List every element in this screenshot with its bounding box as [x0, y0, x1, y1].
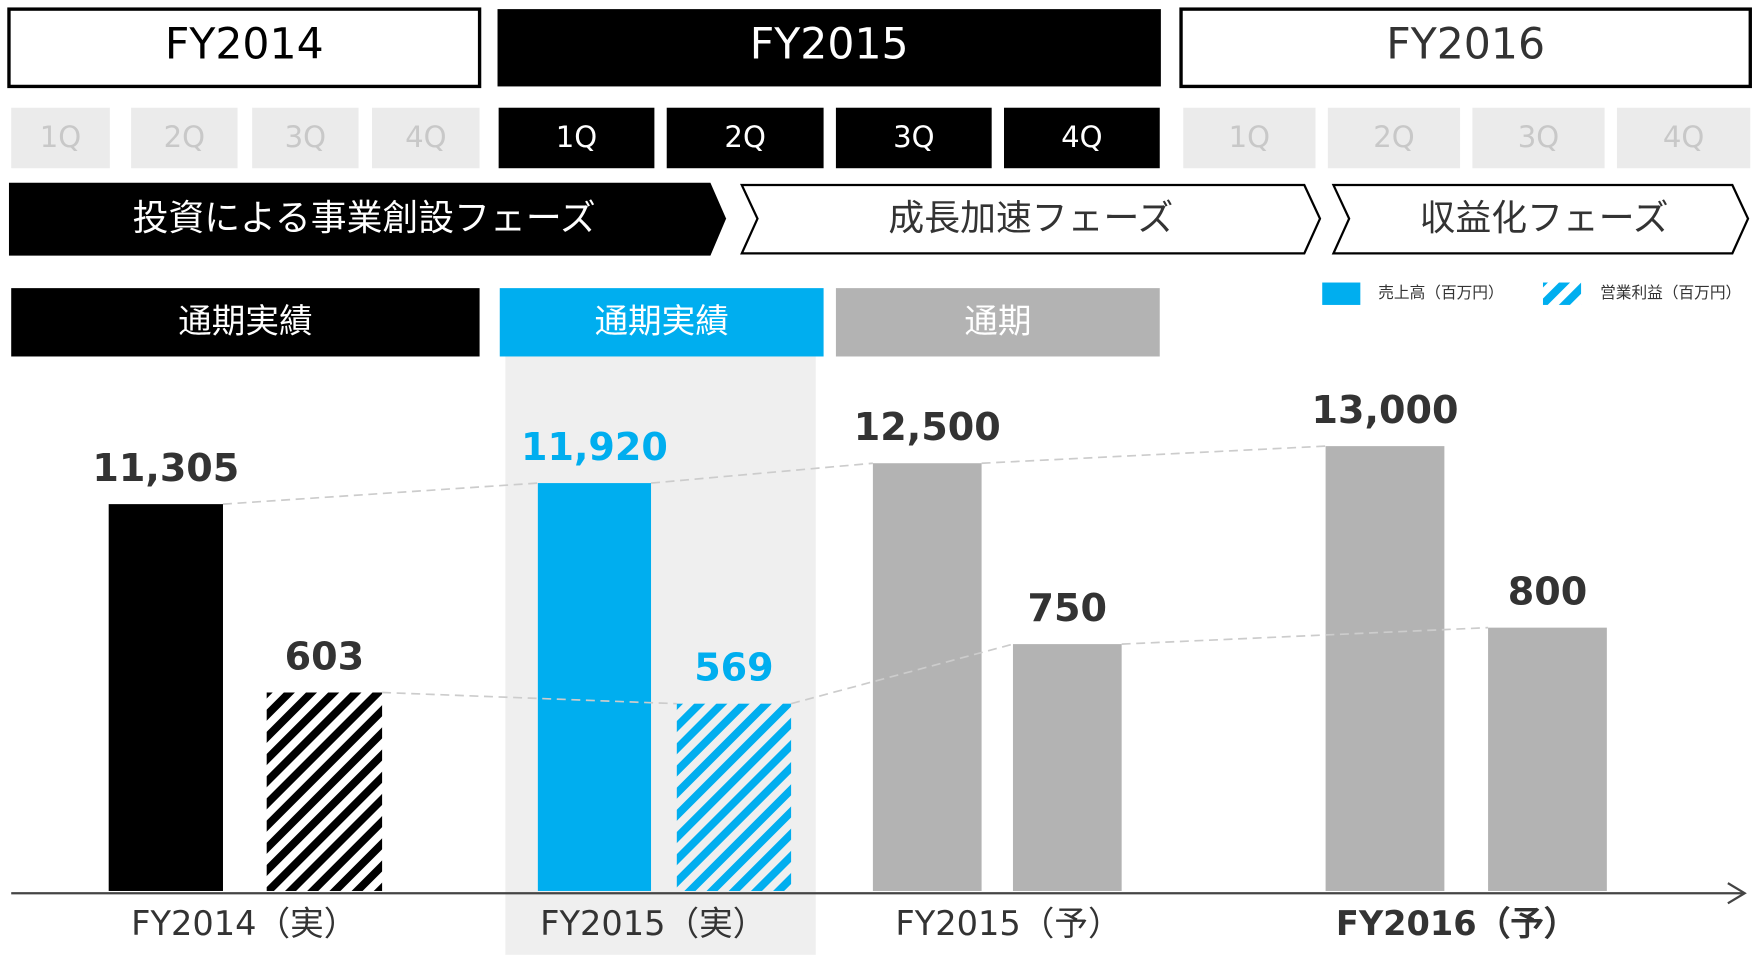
connector — [981, 445, 1326, 465]
quarter-box — [1327, 107, 1461, 169]
phase-label: 成長加速フェーズ — [888, 198, 1173, 239]
period-box — [7, 7, 482, 89]
label-box — [11, 288, 480, 357]
quarter-label: 2Q — [164, 120, 205, 154]
bar — [1488, 627, 1607, 891]
period-label: FY2016 — [1386, 20, 1545, 70]
value-label: 800 — [1508, 570, 1588, 614]
connector — [382, 691, 677, 705]
quarter-box — [372, 107, 480, 169]
bar — [537, 483, 652, 891]
x-tick-label: FY2016（予） — [1336, 904, 1578, 943]
bar — [1012, 644, 1122, 891]
connector — [790, 643, 1014, 705]
period-box — [1179, 7, 1752, 89]
value-label: 750 — [1028, 586, 1107, 630]
bar — [108, 504, 223, 891]
phase-label: 投資による事業創設フェーズ — [133, 198, 596, 239]
quarter-box — [666, 107, 824, 169]
quarter-box — [1183, 107, 1316, 169]
legend-swatch — [1542, 282, 1582, 305]
quarter-box — [1616, 107, 1751, 169]
quarter-box — [498, 107, 655, 169]
x-tick-label: FY2015（実） — [540, 904, 766, 943]
x-tick-label: FY2015（予） — [895, 904, 1121, 943]
period-label: FY2014 — [165, 20, 324, 70]
period-label: FY2015 — [750, 20, 909, 70]
legend-label: 営業利益（百万円） — [1600, 283, 1741, 302]
quarter-label: 3Q — [285, 120, 326, 154]
label-box — [499, 288, 824, 357]
label-text: 通期実績 — [594, 301, 728, 340]
bar — [872, 463, 982, 891]
quarter-label: 1Q — [40, 120, 81, 154]
quarter-box — [131, 107, 238, 169]
quarter-label: 4Q — [1061, 120, 1102, 154]
phase-arrow — [1331, 183, 1750, 255]
value-label: 13,000 — [1312, 388, 1459, 432]
bar — [1325, 446, 1445, 891]
quarter-label: 2Q — [724, 120, 765, 154]
value-label: 11,920 — [521, 425, 668, 469]
phase-label: 収益化フェーズ — [1420, 198, 1669, 239]
quarter-box — [835, 107, 992, 169]
quarter-label: 1Q — [1229, 120, 1270, 154]
quarter-label: 1Q — [556, 120, 597, 154]
value-label: 11,305 — [92, 446, 239, 490]
value-label: 569 — [694, 646, 774, 690]
phase-arrow — [8, 182, 727, 256]
quarter-box — [252, 107, 359, 169]
label-box — [835, 288, 1160, 357]
phase-arrow — [740, 183, 1322, 255]
label-text: 通期 — [964, 301, 1031, 340]
bar — [676, 703, 792, 891]
label-text: 通期実績 — [178, 301, 312, 340]
x-tick-label: FY2014（実） — [131, 904, 357, 943]
connector — [222, 482, 538, 505]
quarter-label: 4Q — [405, 120, 446, 154]
quarter-label: 4Q — [1663, 120, 1704, 154]
quarter-label: 3Q — [893, 120, 934, 154]
quarter-label: 2Q — [1373, 120, 1414, 154]
period-box — [497, 9, 1161, 87]
connector — [650, 462, 873, 484]
value-label: 603 — [285, 634, 365, 678]
connector — [1121, 626, 1489, 645]
legend-swatch — [1322, 282, 1361, 305]
quarter-box — [11, 107, 110, 169]
quarter-box — [1472, 107, 1605, 169]
quarter-label: 3Q — [1518, 120, 1559, 154]
legend-label: 売上高（百万円） — [1378, 283, 1503, 302]
value-label: 12,500 — [854, 405, 1001, 449]
axis-arrow — [1727, 882, 1747, 905]
bar — [266, 692, 383, 891]
quarter-box — [1004, 107, 1160, 169]
